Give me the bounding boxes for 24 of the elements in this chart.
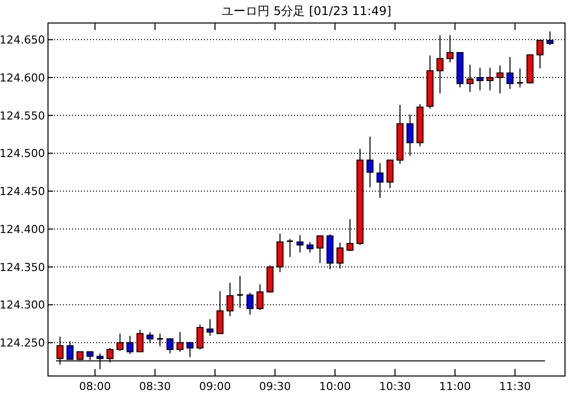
candlestick <box>206 318 214 336</box>
candlestick <box>286 238 294 258</box>
y-tick-label: 124.250 <box>0 336 45 350</box>
y-tick-label: 124.500 <box>0 147 45 160</box>
y-tick-label: 124.650 <box>0 34 45 47</box>
y-tick-label: 124.450 <box>0 185 45 198</box>
candlestick <box>316 235 324 264</box>
chart-title: ユーロ円 5分足 [01/23 11:49] <box>222 4 392 18</box>
x-tick-label: 11:30 <box>499 380 531 393</box>
x-tick-label: 10:30 <box>379 380 411 393</box>
x-tick-label: 10:00 <box>319 380 351 393</box>
x-tick-label: 09:00 <box>199 380 231 393</box>
candlestick <box>386 160 394 189</box>
x-tick-label: 08:30 <box>139 380 171 393</box>
candlestick <box>296 234 304 254</box>
candlestick <box>306 241 314 254</box>
x-tick-label: 08:00 <box>79 380 111 393</box>
y-tick-label: 124.550 <box>0 109 45 122</box>
x-tick-label: 11:00 <box>439 380 471 393</box>
y-tick-label: 124.350 <box>0 260 45 274</box>
x-tick-label: 09:30 <box>259 380 291 393</box>
y-tick-label: 124.600 <box>0 71 45 84</box>
y-tick-label: 124.300 <box>0 298 45 312</box>
y-tick-label: 124.400 <box>0 222 45 236</box>
